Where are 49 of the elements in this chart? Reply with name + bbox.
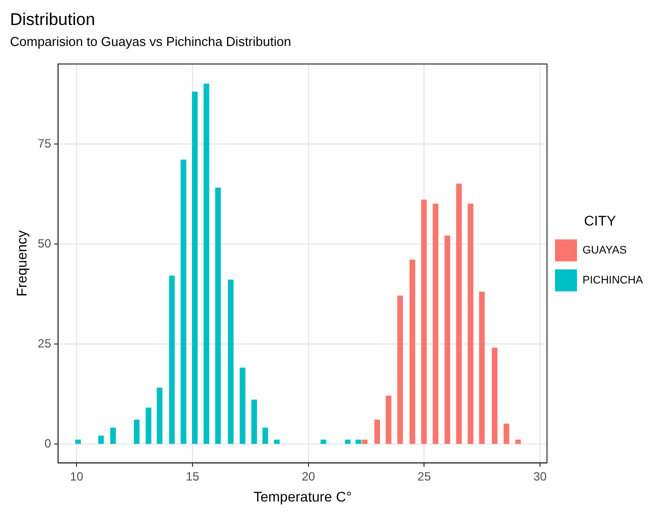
legend-label: PICHINCHA bbox=[582, 274, 644, 286]
bar bbox=[356, 440, 362, 444]
x-tick-label: 25 bbox=[418, 469, 432, 484]
bar bbox=[204, 84, 210, 444]
y-axis-title: Frequency bbox=[13, 230, 30, 296]
bar bbox=[180, 160, 186, 444]
legend-title: CITY bbox=[584, 212, 617, 228]
bar bbox=[156, 388, 162, 444]
bar bbox=[262, 428, 268, 444]
bar bbox=[444, 236, 450, 444]
bar bbox=[410, 260, 416, 444]
x-tick-label: 30 bbox=[533, 469, 548, 484]
bar bbox=[134, 420, 140, 444]
x-tick-label: 10 bbox=[70, 469, 84, 484]
x-tick-label: 15 bbox=[186, 469, 200, 484]
bar bbox=[344, 440, 351, 444]
bar bbox=[515, 440, 521, 444]
y-tick-label: 75 bbox=[38, 136, 52, 150]
bar bbox=[274, 440, 280, 444]
bar bbox=[374, 420, 380, 444]
bar bbox=[251, 400, 257, 444]
bar bbox=[110, 428, 116, 444]
bar bbox=[98, 436, 104, 444]
bar bbox=[479, 292, 485, 444]
bar bbox=[456, 184, 462, 444]
bar bbox=[504, 424, 510, 444]
x-axis-title: Temperature C° bbox=[253, 488, 352, 504]
bar bbox=[215, 188, 221, 444]
y-tick-label: 50 bbox=[38, 236, 52, 250]
x-tick-label: 20 bbox=[302, 469, 316, 484]
bar bbox=[468, 204, 474, 444]
bar bbox=[386, 396, 392, 444]
bar bbox=[432, 204, 438, 444]
bar bbox=[146, 408, 152, 444]
chart-title: Distribution bbox=[10, 10, 96, 29]
chart-subtitle: Comparision to Guayas vs Pichincha Distribution bbox=[10, 34, 292, 49]
bar bbox=[397, 296, 403, 444]
y-tick-label: 0 bbox=[44, 436, 52, 450]
bar bbox=[228, 280, 234, 444]
legend-label: GUAYAS bbox=[582, 244, 627, 256]
bar bbox=[492, 348, 498, 444]
bar bbox=[169, 276, 175, 444]
bar bbox=[75, 440, 81, 444]
bar bbox=[421, 200, 427, 444]
y-tick-label: 25 bbox=[38, 336, 52, 350]
bar bbox=[320, 440, 326, 444]
bar bbox=[192, 92, 198, 444]
bar bbox=[240, 368, 246, 444]
bar bbox=[362, 440, 368, 444]
